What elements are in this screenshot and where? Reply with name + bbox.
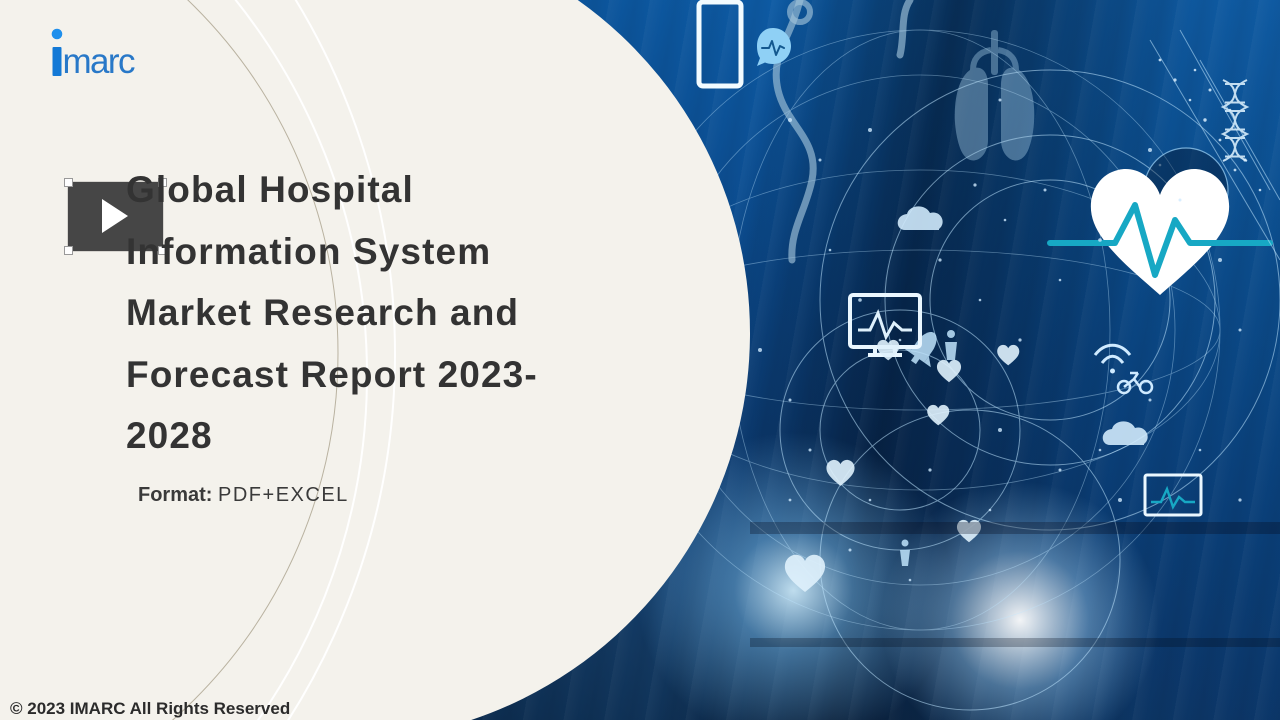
- svg-text:marc: marc: [63, 42, 135, 81]
